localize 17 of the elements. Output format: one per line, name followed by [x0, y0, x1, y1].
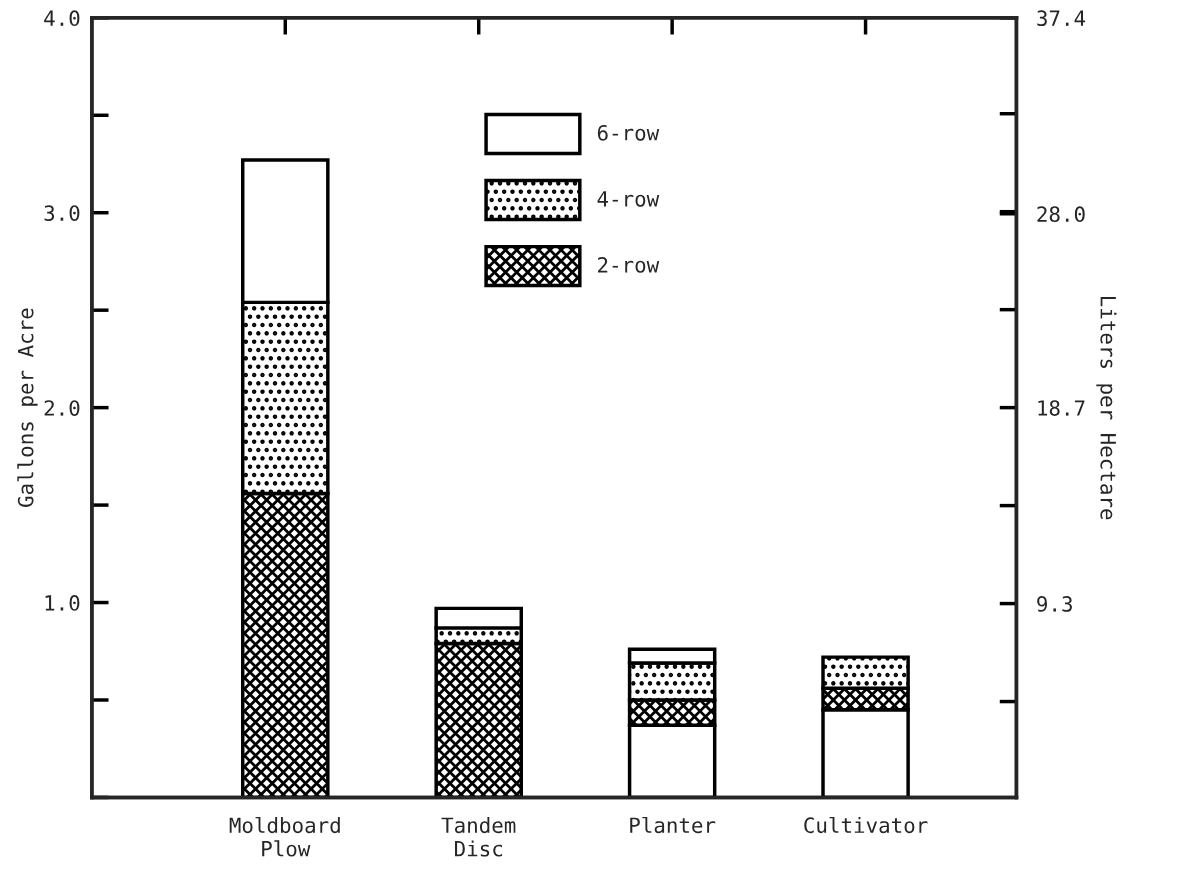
y-tick-label: 2.0 — [44, 400, 80, 416]
y-tick-label: 1.0 — [45, 595, 80, 611]
y2-axis-title: Liters per Hectare — [1096, 296, 1117, 520]
x-tick-label: Moldboard Plow — [229, 816, 340, 857]
legend-label: 4-row — [597, 191, 660, 207]
legend-label: 6-row — [597, 124, 660, 141]
x-tick-label: Tandem Disc — [441, 817, 516, 857]
y-tick-label: 4.0 — [44, 10, 80, 27]
y-tick-label: 3.0 — [44, 205, 80, 221]
legend-label: 2-row — [598, 256, 660, 273]
y-axis-title: Gallons per Acre — [17, 308, 38, 507]
y2-tick-label: 18.7 — [1038, 400, 1085, 416]
y2-tick-label: 28.0 — [1037, 206, 1085, 223]
y2-tick-label: 37.4 — [1037, 10, 1086, 27]
x-tick-label: Cultivator — [804, 816, 928, 834]
x-tick-label: Planter — [630, 816, 716, 834]
y2-tick-label: 9.3 — [1037, 596, 1072, 612]
